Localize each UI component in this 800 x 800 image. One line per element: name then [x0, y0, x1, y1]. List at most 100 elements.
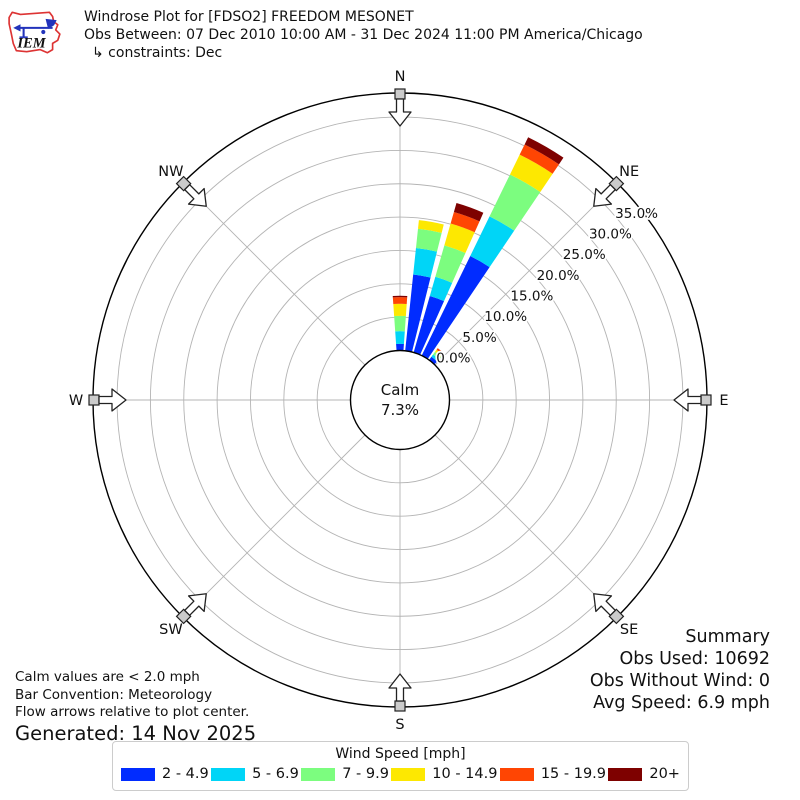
- legend-item-3: 10 - 14.9: [391, 766, 497, 782]
- bar-segment-dir10-bin0: [405, 274, 431, 352]
- flow-arrow-SW: [175, 593, 207, 625]
- flow-arrow-head: [388, 98, 412, 127]
- flow-arrow-E: [673, 388, 712, 412]
- summary-obs-without-wind: Obs Without Wind: 0: [589, 671, 770, 691]
- legend-bin-label: 15 - 19.9: [540, 766, 606, 782]
- bar-segment-dir40-bin2: [433, 351, 442, 360]
- radial-tick-label-35: 35.0%: [615, 206, 658, 222]
- legend-item-0: 2 - 4.9: [121, 766, 209, 782]
- bar-segment-dir0-bin3: [393, 303, 407, 317]
- legend-items: 2 - 4.9 5 - 6.9 7 - 9.9 10 - 14.9 15 - 19.9 2…: [113, 762, 688, 782]
- legend-item-2: 7 - 9.9: [301, 766, 389, 782]
- calm-label: Calm: [381, 381, 419, 399]
- flow-arrow-NW: [175, 175, 207, 207]
- legend-bin-label: 5 - 6.9: [252, 766, 299, 782]
- bar-segment-dir40-bin1: [431, 354, 440, 362]
- constraints-note: ↳ constraints: Dec: [92, 45, 223, 61]
- radial-tick-label-20: 20.0%: [537, 268, 580, 284]
- grid-spoke-SE: [434, 434, 618, 618]
- legend-swatch-icon: [211, 767, 246, 781]
- weather-vane-icon: [13, 18, 57, 38]
- flow-arrow-tail: [394, 700, 406, 712]
- flow-arrow-tail: [700, 394, 712, 406]
- radial-tick-label-0: 0.0%: [436, 351, 470, 367]
- flow-arrow-tail: [88, 394, 100, 406]
- bar-segment-dir30-bin1: [470, 216, 515, 268]
- bar-segment-dir30-bin5: [524, 137, 564, 165]
- generated-timestamp: Generated: 14 Nov 2025: [15, 721, 257, 745]
- legend-bin-label: 20+: [649, 766, 680, 782]
- flow-arrow-head: [184, 593, 207, 616]
- compass-label-E: E: [719, 393, 728, 409]
- radial-tick-label-10: 10.0%: [484, 309, 527, 325]
- compass-label-NE: NE: [619, 164, 639, 180]
- bar-segment-dir0-bin0: [396, 343, 404, 351]
- grid-spoke-NW: [182, 182, 366, 366]
- legend-bin-label: 10 - 14.9: [432, 766, 498, 782]
- iem-logo-text: IEM: [16, 36, 46, 52]
- radial-tick-label-25: 25.0%: [563, 247, 606, 263]
- flow-arrow-head: [593, 184, 616, 207]
- flow-arrow-S: [388, 673, 412, 712]
- bar-segment-dir20-bin3: [444, 223, 475, 254]
- bar-segment-dir0-bin4: [392, 297, 408, 305]
- bar-segment-dir40-bin4: [436, 348, 445, 356]
- flow-arrow-head: [98, 388, 127, 412]
- bar-segment-dir20-bin4: [450, 212, 480, 233]
- radial-tick-label-5: 5.0%: [462, 330, 496, 346]
- legend-swatch-icon: [301, 767, 336, 781]
- radial-tick-label-30: 30.0%: [589, 227, 632, 243]
- flow-arrow-head: [593, 593, 616, 616]
- iem-logo: IEM: [8, 11, 61, 54]
- bar-segment-dir0-bin5: [392, 295, 408, 298]
- legend-item-4: 15 - 19.9: [499, 766, 606, 782]
- legend-title: Wind Speed [mph]: [335, 746, 466, 762]
- summary-obs-used: Obs Used: 10692: [619, 649, 771, 669]
- calm-value: 7.3%: [381, 401, 419, 419]
- bar-segment-dir20-bin5: [453, 203, 484, 222]
- obs-range-subtitle: Obs Between: 07 Dec 2010 10:00 AM - 31 D…: [84, 27, 643, 43]
- bar-convention-note: Bar Convention: Meteorology: [15, 686, 213, 703]
- flow-arrow-W: [88, 388, 127, 412]
- page-title: Windrose Plot for [FDSO2] FREEDOM MESONE…: [84, 9, 414, 25]
- compass-label-SW: SW: [159, 622, 183, 638]
- bar-segment-dir0-bin2: [394, 315, 406, 332]
- bar-segment-dir40-bin0: [429, 356, 438, 365]
- compass-label-SE: SE: [620, 622, 638, 638]
- bar-segment-dir40-bin3: [434, 349, 444, 358]
- bar-segment-dir10-bin2: [415, 228, 442, 252]
- bar-segment-dir0-bin1: [395, 331, 405, 344]
- compass-label-NW: NW: [158, 164, 183, 180]
- grid-spoke-SW: [182, 434, 366, 618]
- summary-avg-speed: Avg Speed: 6.9 mph: [593, 693, 770, 713]
- flow-arrow-N: [388, 88, 412, 127]
- flow-arrows-note: Flow arrows relative to plot center.: [15, 704, 250, 720]
- legend-swatch-icon: [608, 767, 643, 781]
- legend-item-1: 5 - 6.9: [211, 766, 299, 782]
- bar-segment-dir10-bin3: [418, 220, 444, 233]
- compass-label-S: S: [395, 717, 404, 733]
- wind-speed-legend: Wind Speed [mph] 2 - 4.9 5 - 6.9 7 - 9.9 10…: [112, 741, 689, 791]
- bar-segment-dir30-bin4: [519, 144, 559, 174]
- legend-bin-label: 7 - 9.9: [342, 766, 389, 782]
- flow-arrow-SE: [593, 593, 625, 625]
- bar-segment-dir20-bin2: [435, 245, 466, 283]
- legend-swatch-icon: [121, 767, 155, 781]
- grid-spoke-NE: [434, 182, 618, 366]
- bar-segment-dir20-bin1: [429, 276, 453, 302]
- bar-segment-dir30-bin3: [510, 154, 553, 192]
- compass-label-W: W: [69, 393, 83, 409]
- legend-swatch-icon: [391, 767, 426, 781]
- bar-segment-dir10-bin1: [413, 247, 437, 278]
- bar-segment-dir30-bin0: [421, 255, 490, 359]
- plot-notes: Calm values are < 2.0 mph Bar Convention…: [15, 669, 256, 746]
- legend-swatch-icon: [499, 767, 534, 781]
- flow-arrow-head: [388, 673, 412, 702]
- calm-note: Calm values are < 2.0 mph: [15, 669, 200, 685]
- compass-label-N: N: [395, 69, 406, 85]
- summary-heading: Summary: [685, 627, 770, 647]
- bar-segment-dir20-bin0: [413, 295, 445, 355]
- bar-segment-dir30-bin2: [489, 174, 541, 231]
- legend-item-5: 20+: [608, 766, 680, 782]
